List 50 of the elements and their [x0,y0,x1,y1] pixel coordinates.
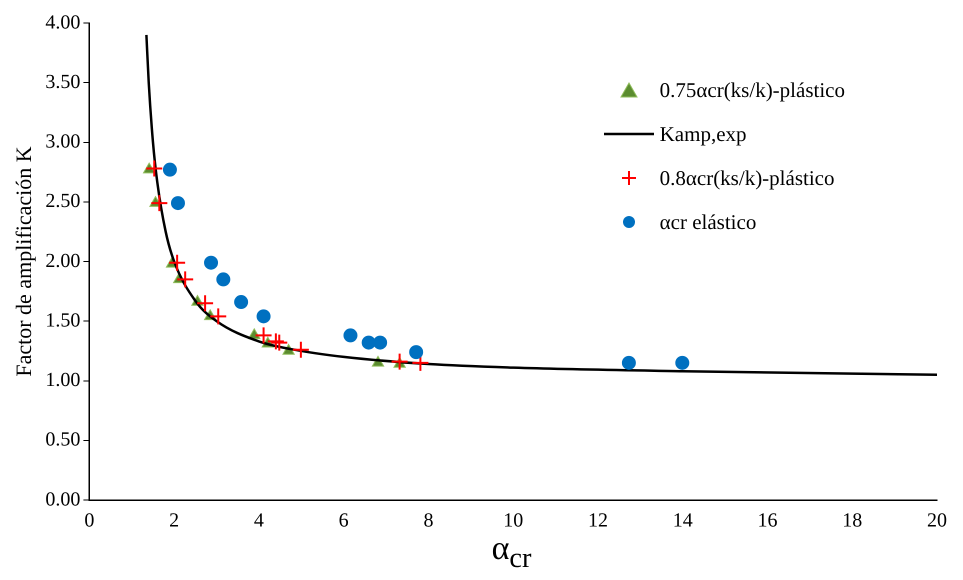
point [150,194,168,212]
legend-label: 0.8αcr(ks/k)-plástico [660,166,834,190]
y-tick-label: 3.50 [45,70,80,93]
x-tick-label: 12 [588,509,608,532]
point [170,196,185,210]
x-tick-label: 20 [927,509,947,532]
point [343,328,358,342]
point [256,309,271,324]
x-tick-label: 14 [672,509,693,532]
x-tick-label: 8 [423,509,434,532]
y-tick-label: 3.00 [45,130,80,152]
point [270,334,288,352]
point [409,345,424,360]
x-tick-label: 18 [842,509,862,532]
point [216,272,230,286]
point [204,256,218,270]
y-tick-label: 0.00 [45,488,80,510]
point [266,332,285,350]
x-tick-label: 10 [503,509,524,532]
point [390,352,409,371]
x-tick-label: 16 [757,509,778,532]
y-tick-label: 2.50 [45,190,80,212]
point [622,356,636,370]
y-tick-label: 4.00 [45,11,80,34]
point [373,336,388,350]
y-tick-label: 1.00 [45,369,80,391]
point [234,295,248,310]
y-tick-label: 2.00 [45,250,80,272]
point [168,254,186,272]
point [145,159,164,178]
point [162,162,177,177]
point [362,336,376,350]
legend-label: αcr elástico [660,210,756,234]
x-tick-label: 4 [254,509,264,532]
x-tick-label: 0 [84,509,94,532]
y-tick-label: 0.50 [45,428,80,451]
y-axis-title: Factor de amplificación K [10,146,36,377]
x-tick-label: 6 [338,509,349,532]
point [176,270,194,288]
point [196,294,214,312]
point [292,340,310,359]
point [675,356,690,370]
legend-label: 0.75αcr(ks/k)-plástico [660,78,845,102]
x-tick-label: 2 [169,509,180,532]
x-axis-title: α$_{cr}$ [490,530,532,575]
y-tick-label: 1.50 [45,309,80,332]
point [209,307,228,326]
point [254,326,273,344]
line-series [145,34,937,376]
legend-label: Kamp,exp [660,122,747,146]
